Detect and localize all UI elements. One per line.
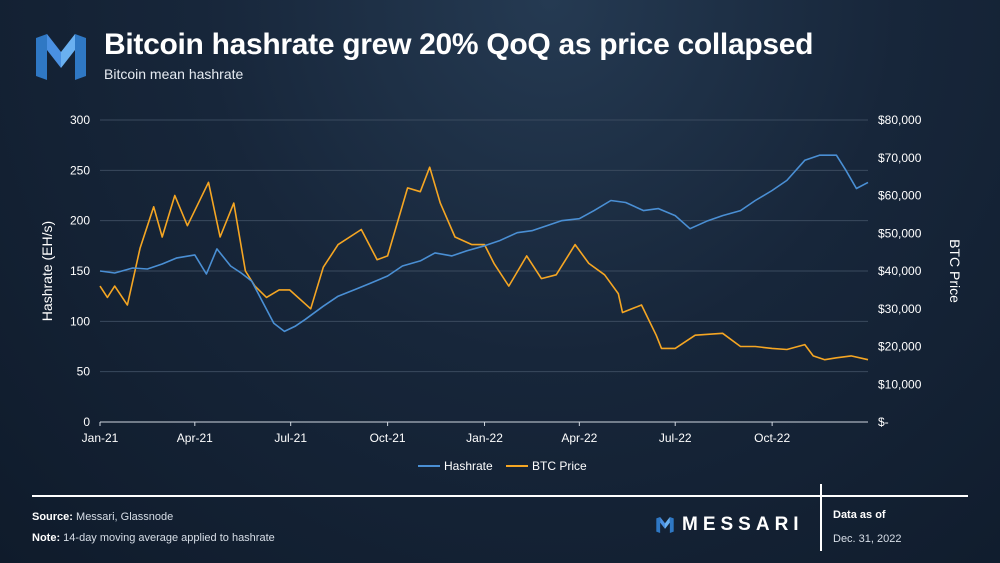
y2-tick-label: $- xyxy=(878,415,889,429)
y2-tick-label: $20,000 xyxy=(878,340,922,354)
y-tick-label: 0 xyxy=(83,415,90,429)
chart-title: Bitcoin hashrate grew 20% QoQ as price c… xyxy=(104,28,814,61)
y2-tick-label: $70,000 xyxy=(878,151,922,165)
y2-tick-label: $30,000 xyxy=(878,302,922,316)
x-tick-label: Jul-21 xyxy=(274,431,307,445)
y2-tick-label: $80,000 xyxy=(878,113,922,127)
y-tick-label: 300 xyxy=(70,113,90,127)
y-tick-label: 150 xyxy=(70,264,90,278)
x-tick-label: Oct-22 xyxy=(754,431,790,445)
messari-small-logo-icon xyxy=(656,517,674,533)
note-label: Note: xyxy=(32,532,61,544)
y2-tick-label: $50,000 xyxy=(878,226,922,240)
y-tick-label: 250 xyxy=(70,163,90,177)
chart-area: 0 50 100 150 200 250 300 $- $10,000 $20,000 $30,0… xyxy=(39,113,963,473)
messari-logo xyxy=(36,34,86,80)
data-as-of-label: Data as of xyxy=(833,509,886,521)
note-text: 14-day moving average applied to hashrat… xyxy=(63,532,275,544)
legend: Hashrate BTC Price xyxy=(418,459,587,473)
x-tick-label: Jul-22 xyxy=(659,431,692,445)
btc-price-series-line xyxy=(99,166,869,361)
hashrate-series-line xyxy=(99,154,869,333)
y-tick-label: 50 xyxy=(77,365,91,379)
y2-tick-label: $60,000 xyxy=(878,189,922,203)
brand-mark: MESSARI xyxy=(656,514,804,536)
x-tick-label: Oct-21 xyxy=(370,431,406,445)
footnote: Note: 14-day moving average applied to h… xyxy=(32,532,275,544)
y2-tick-label: $10,000 xyxy=(878,377,922,391)
x-tick-label: Jan-22 xyxy=(466,431,503,445)
left-axis-ticks: 0 50 100 150 200 250 300 xyxy=(70,113,90,429)
x-tick-label: Apr-21 xyxy=(177,431,213,445)
grid-lines xyxy=(100,119,868,373)
brand-wordmark: MESSARI xyxy=(682,514,804,535)
source-text: Messari, Glassnode xyxy=(76,511,174,523)
source-label: Source: xyxy=(32,511,73,523)
x-axis-ticks: Jan-21 Apr-21 Jul-21 Oct-21 Jan-22 Apr-22 Jul-… xyxy=(82,422,790,445)
source-note: Source: Messari, Glassnode xyxy=(32,511,173,523)
footer-divider xyxy=(32,495,968,497)
x-tick-label: Apr-22 xyxy=(561,431,597,445)
y2-axis-label: BTC Price xyxy=(947,239,963,303)
x-tick-label: Jan-21 xyxy=(82,431,119,445)
y-axis-label: Hashrate (EH/s) xyxy=(39,221,55,321)
data-as-of-date: Dec. 31, 2022 xyxy=(833,533,902,545)
legend-btc-price-label: BTC Price xyxy=(532,459,587,473)
footer-vertical-divider xyxy=(820,484,822,551)
y-tick-label: 100 xyxy=(70,314,90,328)
legend-hashrate-label: Hashrate xyxy=(444,459,493,473)
y-tick-label: 200 xyxy=(70,214,90,228)
right-axis-ticks: $- $10,000 $20,000 $30,000 $40,000 $50,000 $60… xyxy=(878,113,922,429)
chart-subtitle: Bitcoin mean hashrate xyxy=(104,66,244,82)
y2-tick-label: $40,000 xyxy=(878,264,922,278)
